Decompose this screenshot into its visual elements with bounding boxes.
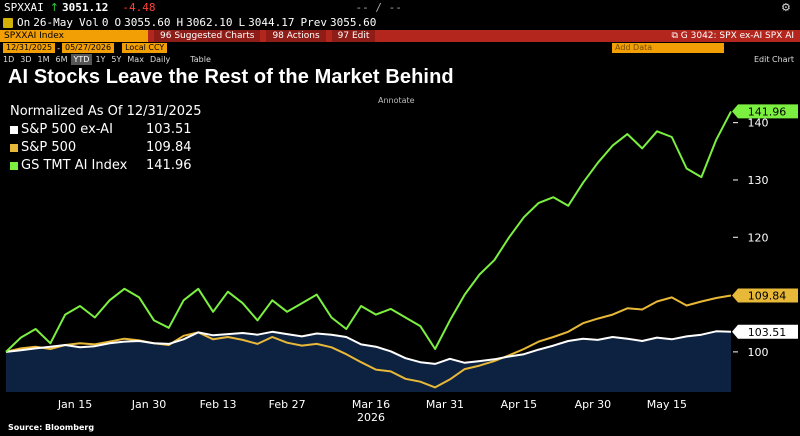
prev-label: Prev — [300, 16, 327, 29]
legend-item-value: 103.51 — [146, 122, 192, 137]
svg-text:141.96: 141.96 — [748, 105, 787, 118]
security-field[interactable]: SPXXAI Index — [0, 30, 148, 42]
prev-price: 3055.60 — [329, 16, 377, 29]
x-tick-label: May 15 — [647, 398, 687, 411]
table-button[interactable]: Table — [190, 55, 211, 64]
open-label: O — [114, 16, 122, 29]
period-1d[interactable]: 1D — [3, 55, 15, 64]
stats-bar: On 26-May Vol 0 O 3055.60 H 3062.10 L 30… — [0, 15, 800, 30]
svg-text:109.84: 109.84 — [748, 289, 787, 302]
period-6m[interactable]: 6M — [55, 55, 68, 64]
x-tick-label: Apr 30 — [575, 398, 612, 411]
suggested-charts-menu[interactable]: 96 Suggested Charts — [154, 30, 261, 42]
open-price: 3055.60 — [124, 16, 171, 29]
y-tick-label: 130 — [748, 174, 769, 187]
legend-item-name: S&P 500 ex-AI — [21, 122, 113, 137]
period-1y[interactable]: 1Y — [95, 55, 106, 64]
function-title-label: G 3042: SPX ex-AI SPX AI — [680, 31, 794, 41]
on-label: On — [17, 16, 31, 29]
x-tick-label: Feb 13 — [200, 398, 237, 411]
toolbar: SPXXAI Index 96 Suggested Charts 98 Acti… — [0, 30, 800, 42]
last-value-badge: 109.84 — [732, 288, 798, 303]
price-change: -4.48 — [122, 1, 156, 14]
period-bar: 1D 3D 1M 6M YTD 1Y 5Y Max Daily Table Ed… — [0, 54, 800, 65]
vol-label: Vol — [79, 16, 99, 29]
edit-menu[interactable]: 97 Edit — [331, 30, 376, 42]
period-ytd[interactable]: YTD — [70, 54, 93, 65]
period-1m[interactable]: 1M — [37, 55, 50, 64]
annotate-button[interactable]: Annotate — [378, 96, 415, 105]
start-date-input[interactable]: 12/31/2025 — [3, 43, 56, 53]
y-tick-label: 120 — [748, 231, 769, 244]
last-value-badge: 141.96 — [732, 104, 798, 119]
x-tick-label: Mar 16 — [352, 398, 390, 411]
currency-select[interactable]: Local CCY — [122, 43, 168, 53]
last-value-badge: 103.51 — [732, 324, 798, 339]
legend-subtitle: Normalized As Of 12/31/2025 — [10, 104, 202, 119]
add-data-input[interactable]: Add Data — [612, 43, 724, 53]
actions-menu[interactable]: 98 Actions — [266, 30, 326, 42]
x-tick-label: Jan 30 — [131, 398, 166, 411]
x-tick-label: Jan 15 — [57, 398, 92, 411]
legend-item[interactable]: S&P 500 ex-AI 103.51 — [10, 121, 228, 139]
source-note: Source: Bloomberg — [8, 423, 95, 432]
legend-item-name: S&P 500 — [21, 140, 77, 155]
legend-item[interactable]: S&P 500 109.84 — [10, 139, 228, 157]
quote-date: 26-May — [33, 16, 73, 29]
legend-item[interactable]: GS TMT AI Index 141.96 — [10, 157, 228, 175]
legend-swatch — [10, 144, 18, 152]
quote-bar: SPXXAI ↑ 3051.12 -4.48 -- / -- ⚙ — [0, 0, 800, 15]
ticker-symbol[interactable]: SPXXAI — [4, 1, 44, 14]
line-sp500[interactable] — [5, 294, 732, 389]
line-gs-tmt-ai[interactable] — [5, 110, 732, 353]
annotate-label: Annotate — [378, 96, 415, 105]
x-tick-label: Mar 31 — [426, 398, 464, 411]
high-label: H — [176, 16, 184, 29]
legend: Normalized As Of 12/31/2025 S&P 500 ex-A… — [10, 103, 228, 175]
low-price: 3044.17 — [248, 16, 295, 29]
period-max[interactable]: Max — [127, 55, 144, 64]
edit-chart-button[interactable]: Edit Chart — [754, 54, 794, 65]
legend-item-name: GS TMT AI Index — [21, 158, 128, 173]
line-sp500-ex-ai[interactable] — [5, 330, 732, 365]
x-year-label: 2026 — [357, 411, 385, 423]
end-date-input[interactable]: 05/27/2026 — [62, 43, 115, 53]
edit-chart-label: Edit Chart — [753, 55, 794, 64]
low-label: L — [238, 16, 246, 29]
last-price: 3051.12 — [61, 1, 109, 14]
bid-ask: -- / -- — [355, 1, 402, 14]
up-arrow-icon: ↑ — [49, 1, 59, 14]
function-title: ⧉ G 3042: SPX ex-AI SPX AI — [672, 30, 795, 42]
x-tick-label: Apr 15 — [501, 398, 538, 411]
legend-item-value: 141.96 — [146, 158, 192, 173]
svg-text:103.51: 103.51 — [748, 326, 787, 339]
gear-icon[interactable]: ⚙ — [781, 1, 791, 14]
period-3d[interactable]: 3D — [20, 55, 32, 64]
date-range-bar: 12/31/2025 - 05/27/2026 Local CCY Add Da… — [0, 42, 800, 54]
volume: 0 — [101, 16, 109, 29]
area-fill-sp500-ex-ai — [6, 331, 731, 392]
legend-item-value: 109.84 — [146, 140, 192, 155]
legend-swatch — [10, 126, 18, 134]
y-tick-label: 100 — [748, 346, 769, 359]
page-title: AI Stocks Leave the Rest of the Market B… — [8, 66, 454, 88]
x-tick-label: Feb 27 — [269, 398, 306, 411]
flag-icon — [3, 17, 13, 28]
legend-swatch — [10, 162, 18, 170]
range-separator: - — [57, 43, 60, 53]
period-5y[interactable]: 5Y — [111, 55, 122, 64]
y-tick-label: 140 — [748, 117, 769, 130]
external-link-icon[interactable]: ⧉ — [671, 31, 681, 41]
frequency-select[interactable]: Daily — [149, 55, 171, 64]
high-price: 3062.10 — [186, 16, 233, 29]
